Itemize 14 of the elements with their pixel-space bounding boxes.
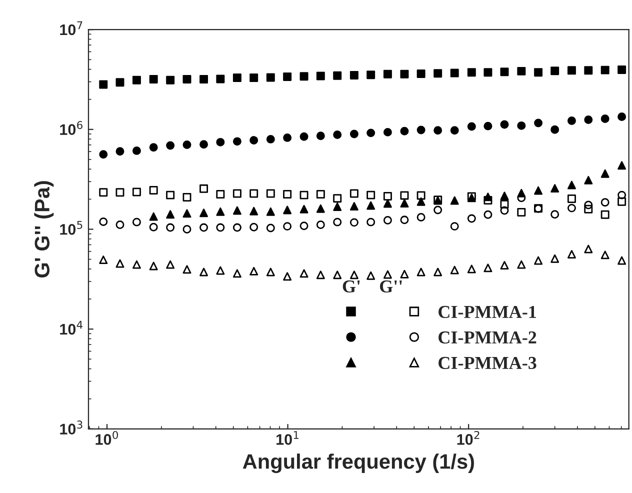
y-tick-label: 10$^{3}$ bbox=[60, 420, 82, 434]
x-tick-label: 10$^{2}$ bbox=[457, 430, 480, 445]
y-axis-title: G' G'' (Pa) bbox=[34, 181, 54, 278]
y-tick-label: 10$^{7}$ bbox=[60, 21, 82, 36]
legend-label: CI-PMMA-3 bbox=[438, 356, 536, 370]
legend-label: CI-PMMA-2 bbox=[438, 331, 536, 344]
legend-title: G' G'' bbox=[342, 280, 402, 293]
y-tick-label: 10$^{5}$ bbox=[60, 221, 82, 235]
y-tick-label: 10$^{6}$ bbox=[60, 121, 82, 135]
x-axis-title: Angular frequency (1/s) bbox=[242, 454, 474, 474]
x-tick-label: 10$^{0}$ bbox=[96, 430, 118, 445]
legend-label: CI-PMMA-1 bbox=[438, 306, 536, 318]
x-tick-label: 10$^{1}$ bbox=[276, 431, 299, 445]
y-tick-label: 10$^{4}$ bbox=[60, 320, 83, 335]
